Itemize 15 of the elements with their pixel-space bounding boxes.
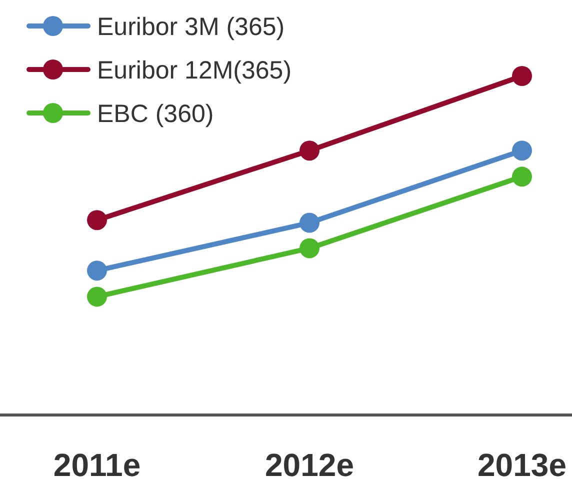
point [87, 286, 107, 307]
legend-label: Euribor 3M (365) [97, 13, 285, 41]
point [87, 210, 107, 230]
legend-label: EBC (360) [97, 100, 214, 128]
point [512, 166, 532, 187]
legend-label: Euribor 12M(365) [97, 56, 292, 84]
point [300, 140, 320, 161]
point [512, 140, 532, 161]
x-tick-label: 2011e [53, 447, 141, 479]
point [300, 238, 320, 258]
x-tick-label: 2013e [478, 447, 566, 479]
x-tick-label: 2012e [265, 447, 354, 479]
point [512, 66, 532, 86]
point [87, 260, 107, 281]
point [300, 212, 320, 233]
